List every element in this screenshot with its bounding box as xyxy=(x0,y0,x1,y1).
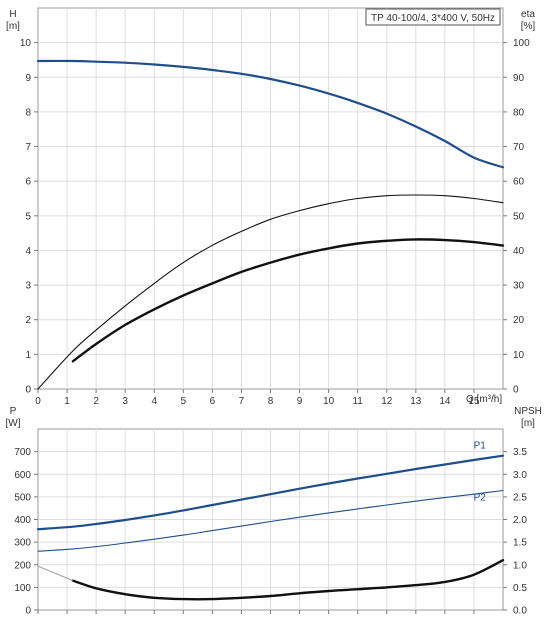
x-tick-label: 8 xyxy=(268,396,274,407)
right-tick-label: 0.0 xyxy=(513,606,527,617)
right-tick-label: 100 xyxy=(513,38,530,49)
left-tick-label: 100 xyxy=(14,583,31,594)
series-line-1-1 xyxy=(37,489,504,552)
x-tick-label: 4 xyxy=(151,396,157,407)
x-tick-label: 2 xyxy=(93,396,99,407)
bottom-axes: 0 100 200 300 400 500 600 700 0.0 0.5 1.0 1.5 2.0 2.5… xyxy=(14,447,527,616)
right-tick-label: 0.5 xyxy=(513,583,527,594)
left-tick-label: 5 xyxy=(25,211,31,222)
x-tick-label: 3 xyxy=(122,396,128,407)
top-series xyxy=(36,59,505,390)
series-label-p1: P1 xyxy=(474,441,487,452)
top-chart: TP 40-100/4, 3*400 V, 50Hz 0 1 2 3 4 5 6 7 8 9 10 1… xyxy=(6,7,536,407)
series-label-p2: P2 xyxy=(474,492,487,503)
right-tick-label: 1.0 xyxy=(513,560,527,571)
right-tick-label: 20 xyxy=(513,315,525,326)
top-title-box: TP 40-100/4, 3*400 V, 50Hz xyxy=(365,8,501,26)
right-tick-label: 60 xyxy=(513,177,525,188)
x-axis-label: Q [m³/h] xyxy=(466,394,502,405)
title-box xyxy=(365,8,501,26)
series-line-1-3 xyxy=(37,565,74,581)
power-axis-label-line2: [W] xyxy=(6,418,21,429)
right-axis-label-line1: eta xyxy=(521,9,535,20)
x-tick-label: 11 xyxy=(352,396,363,407)
x-tick-label: 5 xyxy=(181,396,187,407)
right-tick-label: 40 xyxy=(513,246,525,257)
x-tick-label: 1 xyxy=(64,396,70,407)
left-tick-label: 9 xyxy=(25,73,31,84)
series-line-1-2 xyxy=(71,559,505,601)
x-tick-label: 6 xyxy=(210,396,216,407)
left-tick-label: 7 xyxy=(25,142,31,153)
bottom-chart: 0 100 200 300 400 500 600 700 0.0 0.5 1.0 1.5 2.0 2.5… xyxy=(6,406,542,617)
x-tick-label: 0 xyxy=(35,396,41,407)
right-tick-label: 0 xyxy=(513,385,519,396)
x-tick-label: 9 xyxy=(297,396,303,407)
left-tick-label: 0 xyxy=(25,385,31,396)
bottom-series: P1 P2 xyxy=(36,441,505,601)
left-tick-label: 2 xyxy=(25,315,31,326)
series-line-1-0 xyxy=(36,454,505,531)
left-tick-label: 1 xyxy=(25,350,31,361)
x-tick-label: 7 xyxy=(239,396,245,407)
right-tick-label: 3.0 xyxy=(513,470,527,481)
top-grid xyxy=(38,8,503,389)
right-tick-label: 10 xyxy=(513,350,525,361)
npsh-axis-label-line1: NPSH xyxy=(514,406,542,417)
chart-title: TP 40-100/4, 3*400 V, 50Hz xyxy=(371,13,495,24)
right-tick-label: 30 xyxy=(513,281,525,292)
x-tick-label: 12 xyxy=(381,396,393,407)
left-tick-label: 300 xyxy=(14,538,31,549)
x-tick-label: 14 xyxy=(439,396,451,407)
left-tick-label: 0 xyxy=(25,606,31,617)
right-tick-label: 70 xyxy=(513,142,525,153)
power-axis-label-line1: P xyxy=(10,406,17,417)
left-axis-label-line1: H xyxy=(9,9,16,20)
npsh-axis-label-line2: [m] xyxy=(521,418,535,429)
right-tick-label: 3.5 xyxy=(513,447,527,458)
left-tick-label: 600 xyxy=(14,470,31,481)
left-tick-label: 10 xyxy=(20,38,32,49)
series-line-0-0 xyxy=(36,59,505,169)
x-tick-label: 13 xyxy=(410,396,422,407)
left-tick-label: 4 xyxy=(25,246,31,257)
right-tick-label: 50 xyxy=(513,211,525,222)
left-tick-label: 700 xyxy=(14,447,31,458)
top-axes: 0 1 2 3 4 5 6 7 8 9 10 11 12 13 14 15012345678910010203… xyxy=(20,38,530,407)
bottom-grid xyxy=(38,429,503,610)
left-tick-label: 6 xyxy=(25,177,31,188)
left-tick-label: 200 xyxy=(14,560,31,571)
left-tick-label: 8 xyxy=(25,107,31,118)
right-tick-label: 80 xyxy=(513,107,525,118)
left-tick-label: 400 xyxy=(14,515,31,526)
right-tick-label: 2.0 xyxy=(513,515,527,526)
left-tick-label: 500 xyxy=(14,492,31,503)
series-line-0-1 xyxy=(37,194,504,390)
x-tick-label: 15 xyxy=(468,396,480,407)
right-tick-label: 90 xyxy=(513,73,525,84)
x-tick-label: 10 xyxy=(323,396,335,407)
series-line-0-2 xyxy=(71,238,505,363)
left-tick-label: 3 xyxy=(25,281,31,292)
right-tick-label: 1.5 xyxy=(513,538,527,549)
right-tick-label: 2.5 xyxy=(513,492,527,503)
left-axis-label-line2: [m] xyxy=(6,21,20,32)
right-axis-label-line2: [%] xyxy=(521,21,536,32)
